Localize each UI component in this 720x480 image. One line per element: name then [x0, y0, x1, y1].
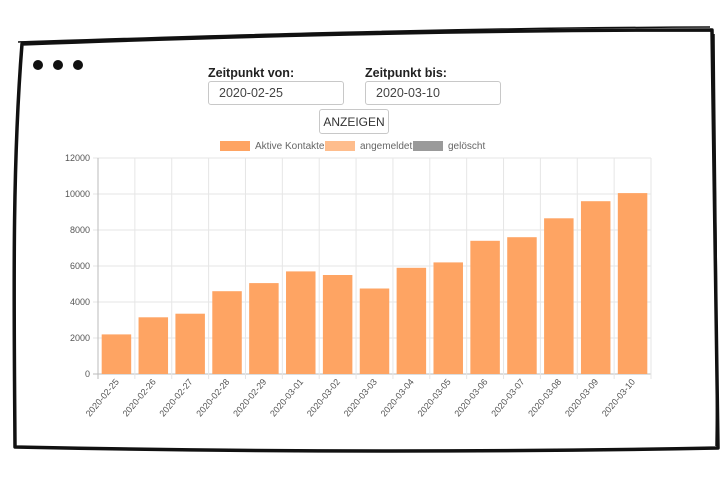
- legend-swatch: [220, 141, 250, 151]
- legend-label: Aktive Kontakte: [255, 140, 325, 152]
- bar[interactable]: [212, 291, 242, 374]
- bar[interactable]: [359, 288, 390, 375]
- from-date-input[interactable]: [208, 81, 344, 105]
- legend-item-registered[interactable]: angemeldet: [325, 139, 412, 153]
- to-label: Zeitpunkt bis:: [365, 66, 447, 80]
- x-tick-label: 2020-02-25: [84, 377, 121, 419]
- x-tick-label: 2020-02-29: [231, 377, 268, 419]
- chart-bars: [101, 193, 648, 375]
- x-tick-label: 2020-03-10: [600, 377, 637, 419]
- bar[interactable]: [396, 267, 427, 374]
- bar[interactable]: [286, 271, 316, 374]
- bar[interactable]: [138, 317, 169, 374]
- x-tick-label: 2020-03-01: [268, 377, 305, 419]
- bar[interactable]: [322, 275, 353, 374]
- x-tick-label: 2020-03-08: [526, 377, 563, 419]
- legend-item-active[interactable]: Aktive Kontakte: [220, 139, 324, 153]
- to-date-input[interactable]: [365, 81, 501, 105]
- x-tick-label: 2020-02-28: [194, 377, 231, 419]
- from-label: Zeitpunkt von:: [208, 66, 295, 80]
- y-tick-label: 12000: [65, 153, 90, 163]
- legend-swatch: [413, 141, 443, 151]
- y-tick-label: 2000: [70, 333, 90, 343]
- bar[interactable]: [617, 193, 648, 374]
- x-tick-label: 2020-03-04: [379, 377, 416, 419]
- x-tick-label: 2020-03-03: [342, 377, 379, 419]
- bar[interactable]: [544, 218, 574, 374]
- x-tick-label: 2020-03-09: [563, 377, 600, 419]
- y-tick-label: 4000: [70, 297, 90, 307]
- x-tick-label: 2020-03-02: [305, 377, 342, 419]
- bar[interactable]: [175, 313, 205, 374]
- bar[interactable]: [433, 262, 463, 374]
- y-tick-label: 10000: [65, 189, 90, 199]
- chart-legend: Aktive Kontakte angemeldet gelöscht: [0, 139, 720, 153]
- bar[interactable]: [470, 240, 500, 374]
- y-tick-label: 0: [85, 369, 90, 379]
- legend-item-deleted[interactable]: gelöscht: [413, 139, 485, 153]
- bar[interactable]: [507, 237, 537, 374]
- x-tick-label: 2020-02-27: [157, 377, 194, 419]
- legend-label: gelöscht: [448, 140, 486, 152]
- x-tick-label: 2020-03-05: [416, 377, 453, 419]
- legend-label: angemeldet: [360, 140, 413, 152]
- bar[interactable]: [249, 283, 279, 374]
- x-tick-label: 2020-03-07: [489, 377, 526, 419]
- y-tick-label: 6000: [70, 261, 90, 271]
- x-tick-label: 2020-03-06: [452, 377, 489, 419]
- show-button[interactable]: ANZEIGEN: [319, 109, 389, 134]
- x-tick-label: 2020-02-26: [121, 377, 158, 419]
- legend-swatch: [325, 141, 355, 151]
- bar[interactable]: [580, 201, 611, 374]
- y-tick-label: 8000: [70, 225, 90, 235]
- bar[interactable]: [101, 334, 132, 374]
